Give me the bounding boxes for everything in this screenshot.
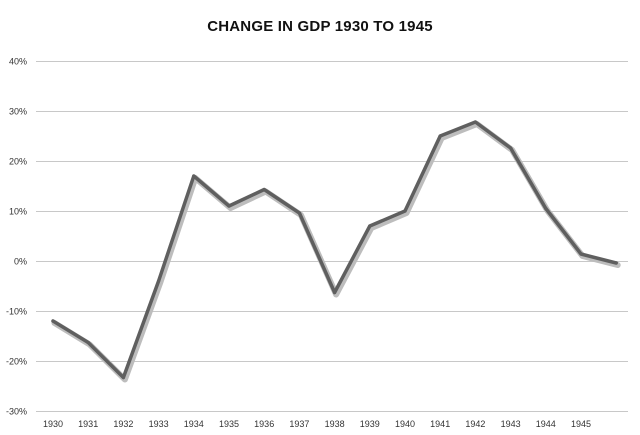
series-line-shadow [51,121,621,383]
y-tick-label: 20% [9,157,27,167]
y-tick-label: 40% [9,57,27,67]
series-layer [51,120,621,383]
x-tick-label: 1940 [395,419,415,429]
x-tick-label: 1930 [43,419,63,429]
data-point [509,146,513,150]
data-point [438,134,442,138]
data-point [121,375,125,380]
x-tick-label: 1936 [254,419,274,429]
x-tick-label: 1934 [184,419,204,429]
y-axis-ticks: 40% 30% 20% 10% 0% -10% -20% -30% [6,57,27,417]
x-tick-label: 1943 [501,419,521,429]
x-tick-label: 1931 [78,419,98,429]
data-point [403,209,407,213]
x-tick-label: 1941 [430,419,450,429]
y-tick-label: 30% [9,107,27,117]
x-tick-label: 1935 [219,419,239,429]
y-tick-label: 10% [9,207,27,217]
y-tick-label: 0% [14,257,27,267]
y-tick-label: -10% [6,307,27,317]
y-tick-label: -20% [6,357,27,367]
data-point [51,319,55,323]
x-tick-label: 1942 [465,419,485,429]
x-tick-label: 1937 [289,419,309,429]
data-point [333,290,337,295]
data-point [262,187,266,192]
x-tick-label: 1932 [113,419,133,429]
x-tick-label: 1933 [149,419,169,429]
data-point [614,261,618,265]
x-tick-label: 1944 [536,419,556,429]
x-tick-label: 1945 [571,419,591,429]
data-point [297,211,301,215]
data-point [579,252,583,256]
x-axis-ticks: 1930 1931 1932 1933 1934 1935 1936 1937 1938 1939… [43,419,591,429]
chart-title: CHANGE IN GDP 1930 TO 1945 [207,18,433,35]
data-point [192,174,196,178]
data-point [473,120,477,124]
data-point [227,204,231,208]
data-point [368,224,372,228]
data-point [86,340,90,345]
y-tick-label: -30% [6,407,27,417]
data-point [157,279,161,283]
x-tick-label: 1939 [360,419,380,429]
grid-lines [36,61,628,412]
data-point [544,206,548,211]
x-tick-label: 1938 [325,419,345,429]
series-line [51,120,618,380]
